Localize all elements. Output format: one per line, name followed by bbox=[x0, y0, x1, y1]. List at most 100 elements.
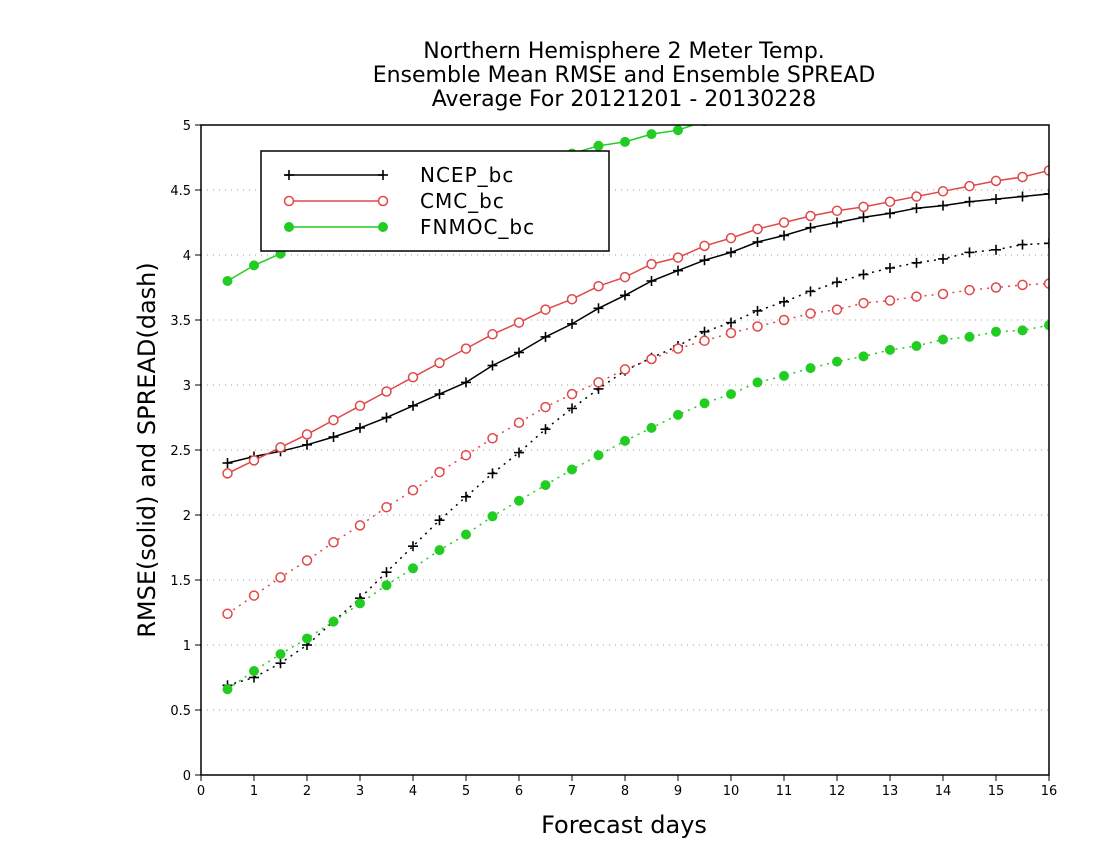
data-point-fnmoc-bc-spread bbox=[858, 351, 869, 362]
data-point-ncep-bc-spread bbox=[805, 286, 816, 297]
x-tick-label: 5 bbox=[462, 784, 470, 799]
data-point-cmc-bc-rmse bbox=[460, 343, 472, 354]
legend-marker bbox=[283, 195, 295, 207]
data-point-fnmoc-bc-spread bbox=[408, 563, 418, 574]
data-point-cmc-bc-spread bbox=[752, 321, 763, 332]
legend-marker bbox=[284, 170, 294, 180]
data-point-cmc-bc-spread bbox=[566, 388, 578, 400]
data-point-cmc-bc-spread bbox=[487, 433, 498, 444]
data-point-fnmoc-bc-rmse bbox=[992, 61, 1001, 70]
data-point-ncep-bc-rmse bbox=[302, 439, 312, 450]
title-line-2: Ensemble Mean RMSE and Ensemble SPREAD bbox=[373, 63, 876, 88]
data-point-fnmoc-bc-spread bbox=[911, 341, 922, 351]
data-point-cmc-bc-spread bbox=[778, 314, 790, 326]
data-point-cmc-bc-rmse bbox=[831, 205, 843, 217]
data-point-cmc-bc-spread bbox=[301, 555, 313, 566]
x-tick-label: 8 bbox=[621, 784, 629, 799]
data-point-cmc-bc-spread bbox=[328, 537, 339, 548]
data-point-cmc-bc-rmse bbox=[381, 386, 392, 397]
data-point-cmc-bc-spread bbox=[646, 353, 657, 365]
data-point-fnmoc-bc-rmse bbox=[646, 129, 657, 140]
data-point-fnmoc-bc-rmse bbox=[833, 87, 842, 96]
data-point-ncep-bc-spread bbox=[938, 253, 948, 264]
data-point-fnmoc-bc-rmse bbox=[1018, 57, 1027, 66]
axis-ticks: 00.511.522.533.544.550 1 2 3 4 5 6 7 8 9 10 11 12 13 1… bbox=[170, 119, 1057, 799]
data-point-cmc-bc-rmse bbox=[540, 304, 551, 315]
data-point-cmc-bc-rmse bbox=[593, 280, 604, 292]
title-line-3: Average For 20121201 - 20130228 bbox=[432, 87, 817, 112]
data-point-fnmoc-bc-spread bbox=[328, 616, 339, 627]
data-point-ncep-bc-spread bbox=[858, 269, 869, 280]
data-point-cmc-bc-spread bbox=[672, 343, 684, 354]
data-point-cmc-bc-rmse bbox=[248, 455, 260, 466]
data-point-ncep-bc-rmse bbox=[514, 347, 524, 358]
data-point-fnmoc-bc-spread bbox=[991, 326, 1001, 337]
data-point-cmc-bc-rmse bbox=[487, 329, 498, 340]
data-point-ncep-bc-spread bbox=[275, 658, 286, 669]
data-point-fnmoc-bc-spread bbox=[699, 398, 710, 409]
title-line-1: Northern Hemisphere 2 Meter Temp. bbox=[423, 39, 825, 64]
series-line-ncep-bc-spread bbox=[227, 242, 1049, 687]
data-point-cmc-bc-spread bbox=[248, 590, 260, 601]
data-point-cmc-bc-spread bbox=[407, 485, 419, 496]
data-point-ncep-bc-rmse bbox=[381, 412, 392, 423]
y-tick-label: 2.5 bbox=[170, 444, 191, 459]
series-cmc-bc-rmse bbox=[222, 165, 1049, 479]
data-point-fnmoc-bc-spread bbox=[752, 377, 763, 388]
y-tick-label: 4 bbox=[183, 249, 191, 264]
data-point-ncep-bc-rmse bbox=[328, 432, 339, 442]
data-point-cmc-bc-rmse bbox=[964, 180, 975, 192]
y-axis-label: RMSE(solid) and SPREAD(dash) bbox=[133, 262, 161, 638]
data-point-fnmoc-bc-rmse bbox=[1045, 53, 1054, 62]
data-point-ncep-bc-spread bbox=[885, 263, 895, 273]
data-point-fnmoc-bc-spread bbox=[593, 450, 604, 461]
data-point-ncep-bc-rmse bbox=[858, 212, 869, 223]
data-point-cmc-bc-spread bbox=[1017, 279, 1028, 291]
data-point-cmc-bc-spread bbox=[381, 501, 392, 513]
data-point-cmc-bc-spread bbox=[460, 449, 472, 461]
data-point-ncep-bc-rmse bbox=[885, 208, 895, 219]
x-tick-label: 15 bbox=[988, 784, 1005, 799]
data-point-fnmoc-bc-spread bbox=[302, 633, 312, 644]
data-point-fnmoc-bc-rmse bbox=[965, 65, 974, 74]
data-point-fnmoc-bc-spread bbox=[275, 649, 286, 660]
data-point-ncep-bc-spread bbox=[1017, 239, 1028, 250]
data-point-fnmoc-bc-rmse bbox=[249, 260, 259, 271]
data-point-cmc-bc-spread bbox=[513, 417, 525, 428]
data-point-fnmoc-bc-spread bbox=[249, 666, 259, 676]
series-line-fnmoc-bc-spread bbox=[227, 324, 1049, 690]
data-point-cmc-bc-spread bbox=[354, 520, 366, 531]
data-point-cmc-bc-spread bbox=[990, 282, 1002, 293]
data-point-fnmoc-bc-spread bbox=[355, 598, 365, 609]
data-point-ncep-bc-spread bbox=[964, 247, 975, 258]
data-point-cmc-bc-rmse bbox=[805, 210, 816, 222]
data-point-cmc-bc-spread bbox=[725, 327, 737, 339]
x-tick-label: 13 bbox=[882, 784, 899, 799]
data-point-cmc-bc-spread bbox=[937, 288, 949, 300]
x-tick-label: 16 bbox=[1041, 784, 1058, 799]
legend-marker bbox=[378, 222, 388, 232]
data-point-ncep-bc-spread bbox=[514, 447, 524, 458]
data-point-ncep-bc-spread bbox=[1044, 238, 1049, 249]
data-point-cmc-bc-rmse bbox=[672, 252, 684, 263]
data-point-cmc-bc-rmse bbox=[1017, 171, 1028, 183]
data-point-cmc-bc-spread bbox=[964, 284, 975, 296]
data-point-fnmoc-bc-rmse bbox=[620, 136, 630, 147]
data-point-cmc-bc-spread bbox=[619, 364, 631, 375]
y-tick-label: 2 bbox=[183, 509, 191, 524]
data-point-ncep-bc-rmse bbox=[408, 400, 418, 411]
data-point-ncep-bc-rmse bbox=[911, 203, 922, 214]
data-point-ncep-bc-spread bbox=[567, 403, 577, 414]
y-tick-label: 0 bbox=[183, 769, 191, 784]
y-tick-label: 3 bbox=[183, 379, 191, 394]
x-tick-label: 0 bbox=[197, 784, 205, 799]
y-tick-label: 0.5 bbox=[170, 704, 191, 719]
data-point-cmc-bc-rmse bbox=[990, 175, 1002, 187]
data-point-fnmoc-bc-spread bbox=[832, 356, 842, 367]
legend-marker bbox=[284, 222, 294, 232]
legend-label: NCEP_bc bbox=[420, 163, 514, 187]
legend-marker bbox=[378, 170, 388, 180]
x-tick-label: 6 bbox=[515, 784, 523, 799]
series-ncep-bc-spread bbox=[222, 238, 1049, 691]
